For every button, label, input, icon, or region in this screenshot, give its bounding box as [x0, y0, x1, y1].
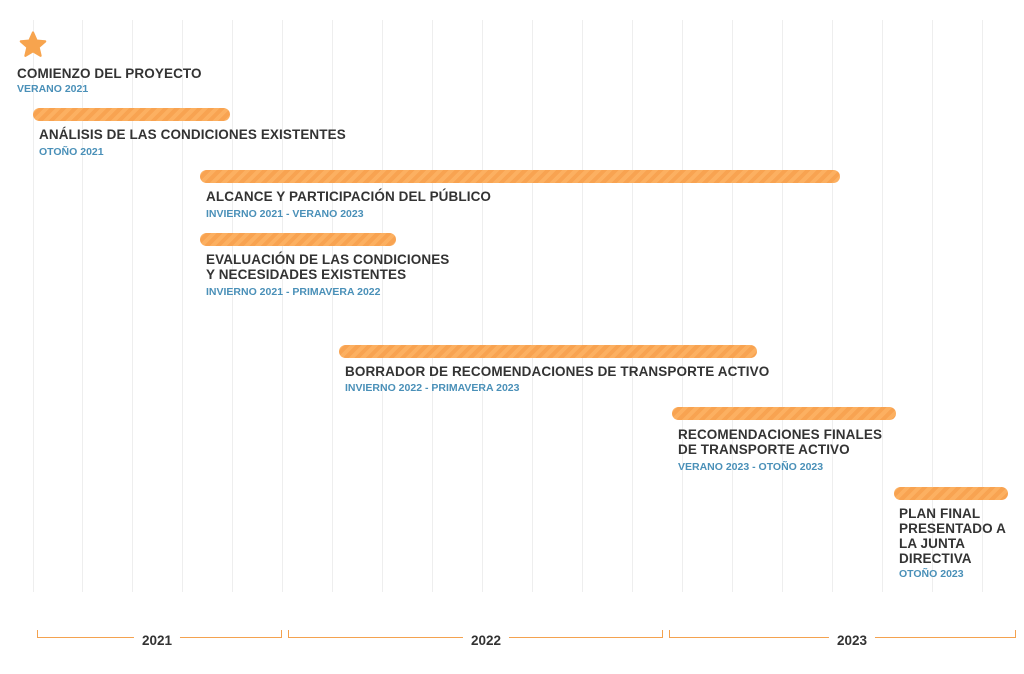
gridline: [132, 20, 133, 592]
phase-date: INVIERNO 2021 - PRIMAVERA 2022: [206, 286, 381, 298]
gridline: [732, 20, 733, 592]
gridline: [932, 20, 933, 592]
gridline: [632, 20, 633, 592]
phase-title-line: DIRECTIVA: [899, 551, 972, 566]
phase-date: INVIERNO 2022 - PRIMAVERA 2023: [345, 382, 520, 394]
phase-title-line: PRESENTADO A: [899, 521, 1006, 536]
gridline: [33, 20, 34, 592]
gridline: [682, 20, 683, 592]
phase-title-line: ALCANCE Y PARTICIPACIÓN DEL PÚBLICO: [206, 189, 492, 204]
phase-title: BORRADOR DE RECOMENDACIONES DE TRANSPORT…: [345, 364, 769, 379]
phase-date: OTOÑO 2023: [899, 568, 964, 580]
phase-bar: [200, 233, 396, 246]
phase-title: ALCANCE Y PARTICIPACIÓN DEL PÚBLICO: [206, 189, 491, 204]
phase-date: INVIERNO 2021 - VERANO 2023: [206, 208, 364, 220]
milestone-title: COMIENZO DEL PROYECTO: [17, 66, 202, 81]
phase-title: RECOMENDACIONES FINALES DE TRANSPORTE AC…: [678, 427, 882, 457]
phase-title: PLAN FINAL PRESENTADO A LA JUNTA DIRECTI…: [899, 506, 1006, 566]
phase-date: VERANO 2023 - OTOÑO 2023: [678, 461, 824, 473]
phase-title: EVALUACIÓN DE LAS CONDICIONES Y NECESIDA…: [206, 252, 449, 282]
phase-bar: [200, 170, 840, 183]
gridline: [182, 20, 183, 592]
phase-title-line: LA JUNTA: [899, 536, 966, 551]
gridline: [282, 20, 283, 592]
phase-bar: [339, 345, 757, 358]
phase-date: OTOÑO 2021: [39, 146, 104, 158]
year-label: 2022: [462, 633, 510, 648]
gridline: [982, 20, 983, 592]
milestone-date: VERANO 2021: [17, 83, 89, 95]
gridline: [82, 20, 83, 592]
star-icon: [19, 31, 47, 57]
gridline: [382, 20, 383, 592]
phase-title-line: ANÁLISIS DE LAS CONDICIONES EXISTENTES: [39, 127, 346, 142]
phase-bar: [894, 487, 1008, 500]
phase-title-line: EVALUACIÓN DE LAS CONDICIONES: [206, 252, 450, 267]
phase-title-line: RECOMENDACIONES FINALES: [678, 427, 883, 442]
gridline: [582, 20, 583, 592]
gridline: [532, 20, 533, 592]
gridline: [232, 20, 233, 592]
gridline: [832, 20, 833, 592]
gridline: [432, 20, 433, 592]
phase-title-line: PLAN FINAL: [899, 506, 981, 521]
gridline: [482, 20, 483, 592]
gridline: [882, 20, 883, 592]
gridline: [782, 20, 783, 592]
phase-title: ANÁLISIS DE LAS CONDICIONES EXISTENTES: [39, 127, 346, 142]
phase-title-line: DE TRANSPORTE ACTIVO: [678, 442, 850, 457]
phase-bar: [33, 108, 230, 121]
gridline: [332, 20, 333, 592]
phase-title-line: BORRADOR DE RECOMENDACIONES DE TRANSPORT…: [345, 364, 770, 379]
year-label: 2023: [828, 633, 876, 648]
phase-bar: [672, 407, 896, 420]
phase-title-line: Y NECESIDADES EXISTENTES: [206, 267, 407, 282]
year-label: 2021: [133, 633, 181, 648]
